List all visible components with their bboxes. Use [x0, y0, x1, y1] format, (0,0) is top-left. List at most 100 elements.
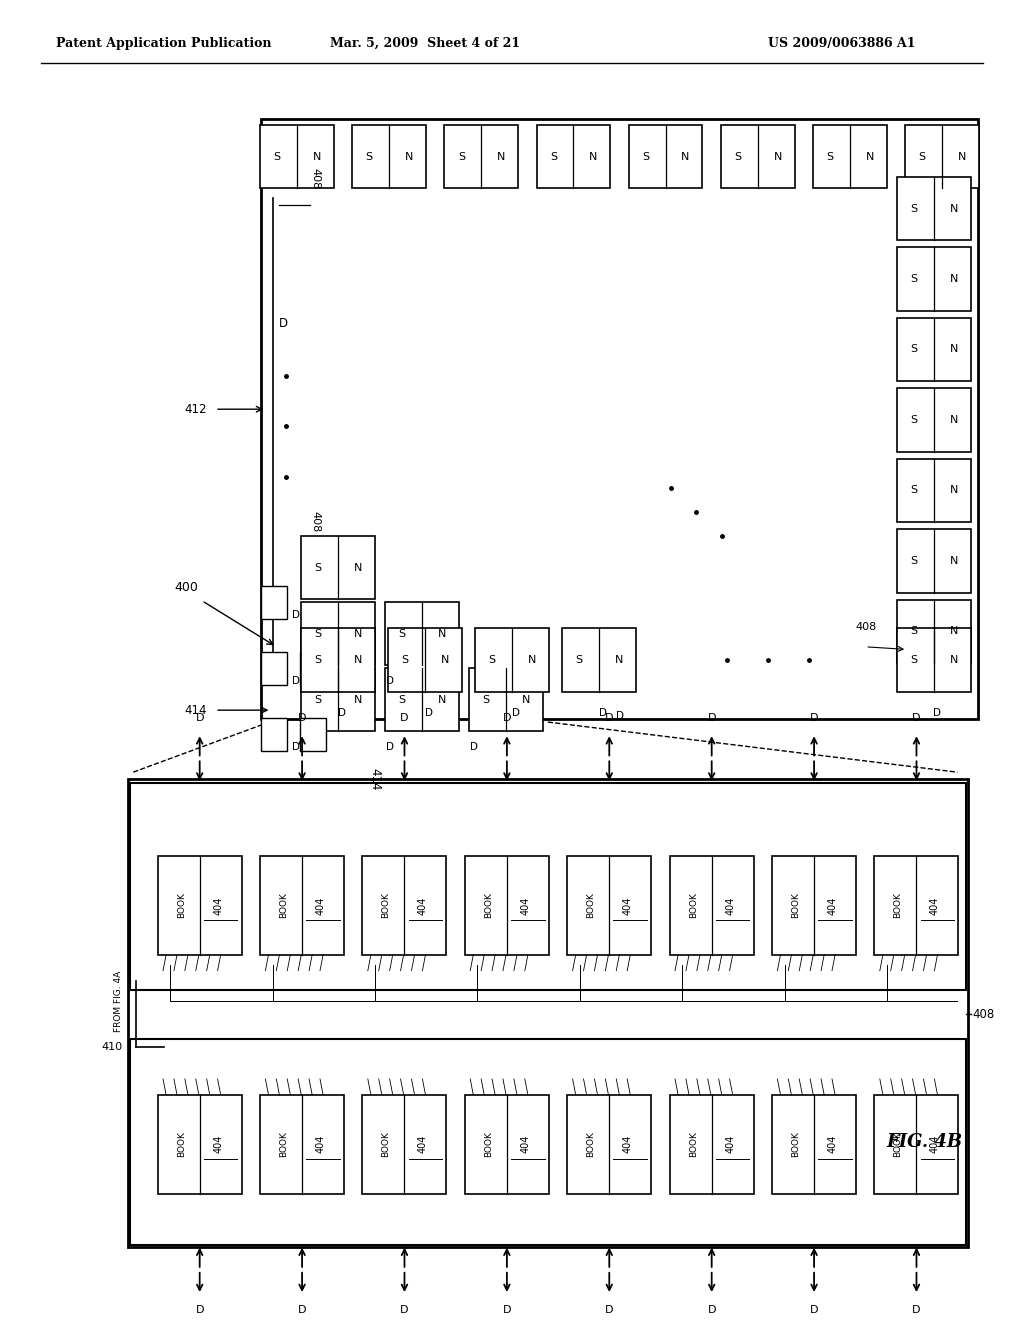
Text: S: S	[910, 414, 918, 425]
Text: S: S	[910, 486, 918, 495]
Text: D: D	[503, 713, 511, 723]
Bar	[301, 628, 375, 692]
Bar	[300, 652, 326, 685]
Text: 414: 414	[184, 704, 207, 717]
Text: D: D	[400, 713, 409, 723]
Text: N: N	[437, 694, 446, 705]
Text: N: N	[949, 414, 957, 425]
Text: 408: 408	[855, 622, 877, 632]
Text: N: N	[353, 562, 362, 573]
Text: S: S	[458, 152, 465, 162]
Text: N: N	[949, 627, 957, 636]
Text: S: S	[398, 694, 406, 705]
Bar	[874, 855, 958, 954]
Text: 404: 404	[213, 1135, 223, 1154]
Text: 408: 408	[310, 511, 321, 532]
Bar	[772, 855, 856, 954]
Text: D: D	[605, 1305, 613, 1316]
Text: N: N	[949, 275, 957, 284]
Text: S: S	[910, 203, 918, 214]
Text: D: D	[615, 711, 624, 722]
Bar	[670, 855, 754, 954]
Text: BOOK: BOOK	[280, 892, 288, 919]
Text: D: D	[292, 742, 300, 752]
Text: N: N	[312, 152, 322, 162]
Text: D: D	[512, 708, 520, 718]
Text: FROM FIG. 4A: FROM FIG. 4A	[114, 970, 123, 1031]
Text: D: D	[298, 1305, 306, 1316]
Text: BOOK: BOOK	[382, 1131, 390, 1158]
Text: N: N	[957, 152, 967, 162]
Text: S: S	[734, 152, 741, 162]
Text: 404: 404	[418, 896, 428, 915]
Bar	[362, 855, 446, 954]
Text: D: D	[196, 713, 204, 723]
Text: N: N	[614, 655, 624, 665]
Text: N: N	[949, 345, 957, 355]
Bar	[813, 125, 887, 189]
Text: BOOK: BOOK	[177, 892, 185, 919]
Text: 404: 404	[520, 1135, 530, 1154]
Text: S: S	[314, 628, 322, 639]
Text: BOOK: BOOK	[894, 1131, 902, 1158]
Bar	[388, 628, 462, 692]
Text: S: S	[910, 655, 918, 665]
Text: 404: 404	[827, 1135, 838, 1154]
Bar	[897, 529, 971, 593]
Text: N: N	[527, 655, 537, 665]
Bar	[130, 784, 966, 990]
Text: D: D	[279, 317, 288, 330]
Text: D: D	[425, 708, 433, 718]
Text: D: D	[292, 676, 300, 686]
Text: N: N	[773, 152, 782, 162]
Text: S: S	[910, 345, 918, 355]
Bar	[629, 125, 702, 189]
Bar	[721, 125, 795, 189]
Text: D: D	[196, 1305, 204, 1316]
Bar	[261, 652, 287, 685]
Text: N: N	[865, 152, 874, 162]
Bar	[897, 459, 971, 523]
Text: D: D	[338, 708, 346, 718]
Text: N: N	[437, 628, 446, 639]
Text: 404: 404	[213, 896, 223, 915]
Text: BOOK: BOOK	[689, 1131, 697, 1158]
Bar	[475, 628, 549, 692]
Text: BOOK: BOOK	[792, 892, 800, 919]
Text: 404: 404	[725, 1135, 735, 1154]
Text: BOOK: BOOK	[177, 1131, 185, 1158]
Text: N: N	[681, 152, 690, 162]
Bar	[670, 1094, 754, 1193]
Text: S: S	[575, 655, 583, 665]
Text: D: D	[912, 713, 921, 723]
Bar	[261, 718, 287, 751]
Text: S: S	[314, 694, 322, 705]
Text: S: S	[919, 152, 926, 162]
Text: S: S	[488, 655, 496, 665]
Bar	[772, 1094, 856, 1193]
Text: D: D	[912, 1305, 921, 1316]
Bar	[260, 1094, 344, 1193]
Bar	[301, 602, 375, 665]
Text: D: D	[400, 1305, 409, 1316]
Bar	[300, 718, 326, 751]
Bar	[362, 1094, 446, 1193]
Text: 408: 408	[973, 1007, 995, 1020]
Text: S: S	[314, 562, 322, 573]
Text: D: D	[292, 610, 300, 620]
Text: S: S	[366, 152, 373, 162]
Bar	[352, 125, 426, 189]
Text: S: S	[910, 627, 918, 636]
Text: US 2009/0063886 A1: US 2009/0063886 A1	[768, 37, 915, 50]
Bar	[301, 536, 375, 599]
Text: N: N	[440, 655, 450, 665]
Text: 408: 408	[310, 168, 321, 189]
Bar	[261, 586, 287, 619]
Text: S: S	[401, 655, 409, 665]
Bar	[158, 855, 242, 954]
Text: BOOK: BOOK	[382, 892, 390, 919]
Text: 410: 410	[101, 1041, 123, 1052]
Text: D: D	[810, 1305, 818, 1316]
Text: S: S	[398, 628, 406, 639]
Bar	[385, 668, 459, 731]
